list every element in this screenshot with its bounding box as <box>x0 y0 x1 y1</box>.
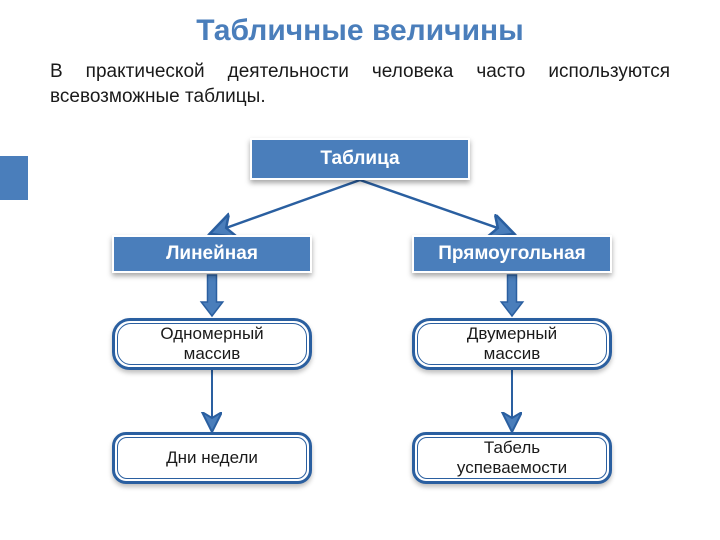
node-right2: Двумерныймассив <box>412 318 612 370</box>
intro-text: В практической деятельности человека час… <box>50 60 670 109</box>
node-left2-label: Одномерныймассив <box>160 324 263 363</box>
node-right3-label: Табельуспеваемости <box>457 438 567 477</box>
node-left2: Одномерныймассив <box>112 318 312 370</box>
node-left3-label: Дни недели <box>166 448 258 468</box>
slide: Табличные величины В практической деятел… <box>0 0 720 540</box>
node-root: Таблица <box>250 138 470 180</box>
node-right1: Прямоугольная <box>412 235 612 273</box>
accent-bar <box>0 156 28 200</box>
node-right3: Табельуспеваемости <box>412 432 612 484</box>
node-right2-label: Двумерныймассив <box>467 324 557 363</box>
node-left3: Дни недели <box>112 432 312 484</box>
node-root-label: Таблица <box>320 148 399 170</box>
node-left1-label: Линейная <box>166 243 258 265</box>
node-left1: Линейная <box>112 235 312 273</box>
node-right1-label: Прямоугольная <box>438 243 586 265</box>
page-title: Табличные величины <box>0 14 720 48</box>
